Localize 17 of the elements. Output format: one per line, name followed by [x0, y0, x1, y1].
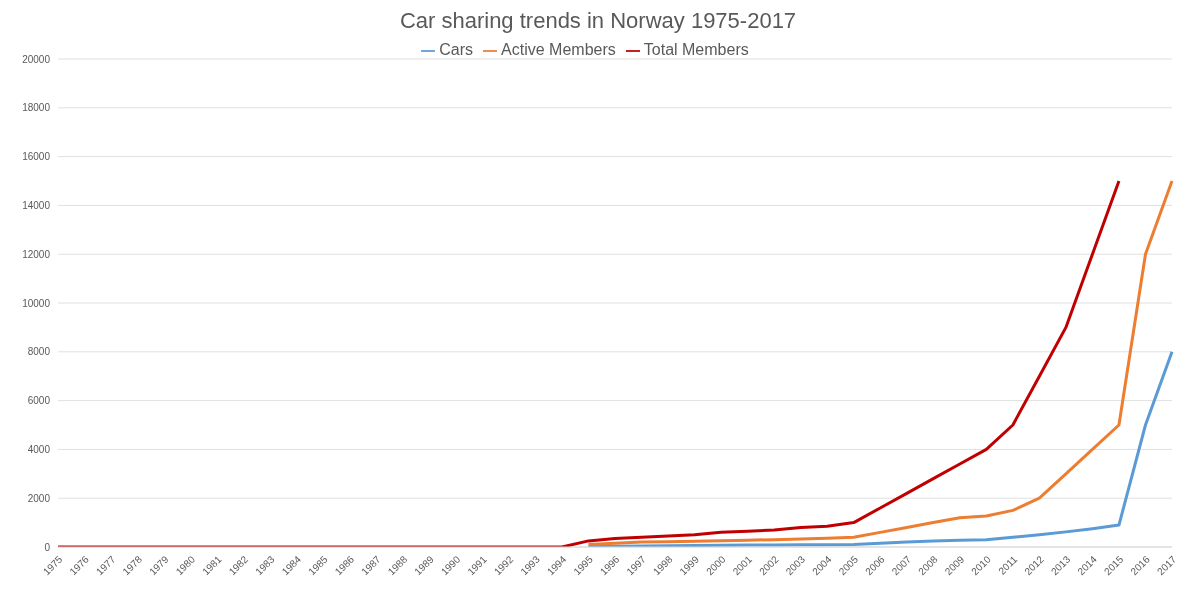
- legend-label: Cars: [439, 41, 474, 58]
- y-tick-label: 16000: [22, 151, 51, 163]
- y-tick-label: 6000: [27, 395, 51, 407]
- y-tick-label: 4000: [27, 443, 51, 455]
- line-series: [586, 350, 1174, 547]
- y-tick-label: 0: [44, 541, 51, 553]
- y-tick-label: 8000: [27, 346, 51, 358]
- y-tick-label: 12000: [22, 248, 51, 260]
- y-tick-label: 10000: [22, 297, 51, 309]
- legend-label: Total Members: [643, 41, 749, 58]
- legend-label: Active Members: [501, 41, 616, 58]
- line-series: [586, 179, 1174, 547]
- y-tick-label: 14000: [22, 199, 51, 211]
- y-tick-label: 2000: [27, 492, 51, 504]
- y-tick-label: 18000: [22, 102, 51, 114]
- y-tick-label: 20000: [22, 53, 51, 65]
- chart-title: Car sharing trends in Norway 1975-2017: [398, 8, 798, 35]
